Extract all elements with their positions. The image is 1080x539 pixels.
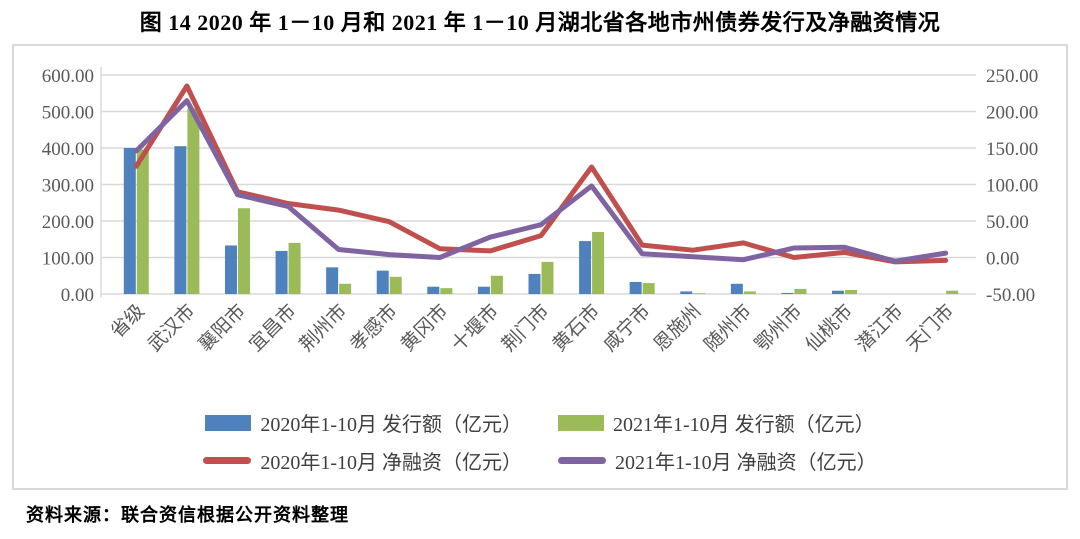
right-axis-tick-label: 0.00 (986, 249, 1019, 270)
line-2021-net-financing (133, 98, 949, 264)
bar-2021-襄阳市 (237, 208, 250, 294)
chart-area: 0.00 100.00 200.00 300.00 400.00 500.00 600.00… (12, 44, 1068, 490)
bar-2020-宜昌市 (275, 250, 288, 294)
x-axis-label-潜江市: 潜江市 (852, 300, 908, 356)
bar-2021-荆州市 (339, 283, 352, 294)
legend-label: 2020年1-10月 净融资（亿元） (260, 452, 522, 474)
left-axis-tick-label: 100.00 (42, 249, 94, 270)
right-axis-tick-label: 250.00 (986, 66, 1038, 87)
left-axis-tick-label: 600.00 (42, 66, 94, 87)
left-axis-tick-label: 200.00 (42, 212, 94, 233)
legend-label: 2021年1-10月 净融资（亿元） (615, 452, 877, 474)
x-axis-label-随州市: 随州市 (700, 300, 756, 356)
chart-title: 图 14 2020 年 1－10 月和 2021 年 1－10 月湖北省各地市州… (139, 10, 941, 35)
bar-2021-孝感市 (389, 276, 402, 294)
bar-2021-鄂州市 (794, 288, 807, 294)
x-axis-label-武汉市: 武汉市 (144, 300, 200, 356)
x-axis-label-十堰市: 十堰市 (447, 300, 503, 356)
x-axis-label-荆门市: 荆门市 (498, 300, 554, 356)
bar-2020-仙桃市 (832, 290, 845, 294)
left-axis-tick-label: 0.00 (61, 285, 94, 306)
chart-legend: 2020年1-10月 发行额（亿元） 2021年1-10月 发行额（亿元） 20… (14, 408, 1066, 475)
legend-label: 2021年1-10月 发行额（亿元） (613, 414, 875, 436)
right-axis-tick-label: 200.00 (986, 103, 1038, 124)
x-axis-label-襄阳市: 襄阳市 (194, 300, 250, 356)
legend-item-2020-netfinancing: 2020年1-10月 净融资（亿元） (203, 446, 522, 475)
bar-2021-省级 (136, 149, 149, 294)
bar-2021-宜昌市 (288, 242, 301, 294)
bar-2020-荆州市 (326, 267, 339, 294)
legend-item-2021-netfinancing: 2021年1-10月 净融资（亿元） (558, 446, 877, 475)
bar-2020-武汉市 (174, 146, 187, 294)
legend-swatch-line-2021 (558, 457, 606, 464)
right-axis-tick-label: 150.00 (986, 139, 1038, 160)
right-axis-tick-label: 100.00 (986, 176, 1038, 197)
bar-2021-咸宁市 (642, 283, 655, 294)
x-axis-label-孝感市: 孝感市 (346, 300, 402, 356)
bar-2020-省级 (123, 148, 136, 294)
plot-canvas: 0.00 100.00 200.00 300.00 400.00 500.00 600.00… (42, 66, 1039, 356)
x-axis-label-黄冈市: 黄冈市 (396, 300, 452, 356)
right-axis-tick-label: 50.00 (986, 212, 1029, 233)
legend-label: 2020年1-10月 发行额（亿元） (260, 414, 522, 436)
x-axis-label-荆州市: 荆州市 (295, 300, 351, 356)
bar-2021-十堰市 (490, 275, 503, 294)
x-axis-label-黄石市: 黄石市 (548, 300, 604, 356)
bar-2021-黄冈市 (440, 288, 453, 294)
bar-2020-荆门市 (528, 273, 541, 294)
bar-2020-咸宁市 (629, 281, 642, 294)
bar-2021-黄石市 (592, 231, 605, 294)
bar-2020-随州市 (730, 283, 743, 294)
left-axis-tick-label: 500.00 (42, 103, 94, 124)
bar-2021-武汉市 (187, 108, 200, 294)
x-axis-label-鄂州市: 鄂州市 (751, 300, 807, 356)
bar-2020-襄阳市 (224, 245, 237, 294)
x-axis-label-宜昌市: 宜昌市 (245, 300, 301, 356)
bar-2020-黄石市 (579, 241, 592, 294)
bar-2020-黄冈市 (427, 286, 440, 294)
x-axis-label-省级: 省级 (106, 300, 148, 342)
x-axis-label-咸宁市: 咸宁市 (599, 300, 655, 356)
bar-2020-恩施州 (680, 291, 693, 294)
legend-swatch-bar-2021 (558, 414, 604, 431)
bar-2020-十堰市 (477, 286, 490, 294)
left-axis-tick-label: 300.00 (42, 176, 94, 197)
line-2020-net-financing (133, 83, 949, 265)
legend-swatch-line-2020 (203, 457, 252, 464)
bar-2021-荆门市 (541, 261, 554, 294)
legend-item-2020-issuance: 2020年1-10月 发行额（亿元） (205, 408, 522, 437)
bar-2020-孝感市 (376, 270, 389, 294)
x-axis-label-恩施州: 恩施州 (649, 300, 705, 356)
bar-2021-随州市 (743, 291, 756, 294)
source-note: 资料来源：联合资信根据公开资料整理 (26, 505, 349, 525)
bar-2021-天门市 (946, 290, 959, 294)
bar-2021-仙桃市 (845, 289, 858, 294)
x-axis-label-天门市: 天门市 (902, 300, 958, 356)
right-axis-tick-label: -50.00 (986, 285, 1035, 306)
legend-item-2021-issuance: 2021年1-10月 发行额（亿元） (558, 408, 875, 437)
left-axis-tick-label: 400.00 (42, 139, 94, 160)
bar-2020-鄂州市 (781, 292, 794, 294)
x-axis-label-仙桃市: 仙桃市 (801, 300, 857, 356)
bar-2021-恩施州 (693, 293, 706, 294)
legend-swatch-bar-2020 (205, 414, 252, 431)
